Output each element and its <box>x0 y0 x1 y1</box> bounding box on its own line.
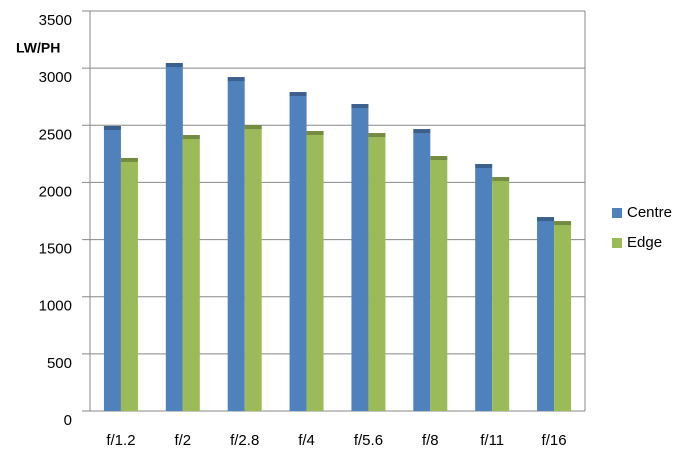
x-tick-label: f/2.8 <box>230 432 259 449</box>
bar <box>103 125 121 411</box>
bar <box>413 129 431 412</box>
bar <box>244 125 262 412</box>
bar-cap <box>103 125 121 130</box>
bar-cap <box>554 221 572 226</box>
legend-label: Edge <box>627 234 662 251</box>
bar-cap <box>537 217 555 222</box>
legend-label: Centre <box>627 204 672 221</box>
bar <box>182 135 200 411</box>
x-tick-label: f/8 <box>422 432 439 449</box>
bar-cap <box>475 164 493 169</box>
y-tick-label: 1500 <box>39 241 72 258</box>
bar-cap <box>413 129 431 134</box>
bar <box>554 221 572 411</box>
bar-cap <box>351 104 369 109</box>
x-tick-label: f/4 <box>298 432 315 449</box>
bar <box>430 156 448 411</box>
bar <box>492 177 510 411</box>
bar-cap <box>492 177 510 182</box>
bar-cap <box>227 77 245 82</box>
x-tick-label: f/2 <box>174 432 191 449</box>
y-axis-label: LW/PH <box>16 40 60 56</box>
x-tick-label: f/5.6 <box>354 432 383 449</box>
bar <box>368 133 386 412</box>
y-tick-label: 2500 <box>39 126 72 143</box>
y-tick-label: 1000 <box>39 298 72 315</box>
bar <box>537 217 555 411</box>
legend-swatch <box>612 238 622 248</box>
bar <box>120 157 138 411</box>
bar-cap <box>244 125 262 130</box>
y-tick-label: 2000 <box>39 183 72 200</box>
x-tick-label: f/11 <box>480 432 504 449</box>
bar <box>227 77 245 412</box>
legend-swatch <box>612 208 622 218</box>
bar <box>351 104 369 412</box>
bar-cap <box>182 135 200 139</box>
x-tick-label: f/16 <box>542 432 567 449</box>
y-tick-label: 0 <box>64 412 72 429</box>
bar <box>475 164 493 411</box>
bar-cap <box>368 133 386 138</box>
bar-cap <box>430 156 448 161</box>
bar <box>165 63 183 411</box>
bar-cap <box>289 92 307 97</box>
y-tick-label: 3000 <box>39 69 72 86</box>
y-tick-label: 3500 <box>39 12 72 29</box>
x-tick-label: f/1.2 <box>106 432 135 449</box>
bar-cap <box>165 63 183 67</box>
bar <box>306 131 324 411</box>
y-tick-label: 500 <box>47 355 72 372</box>
bar-cap <box>120 157 138 162</box>
bar <box>289 92 307 412</box>
bar-cap <box>306 131 324 135</box>
